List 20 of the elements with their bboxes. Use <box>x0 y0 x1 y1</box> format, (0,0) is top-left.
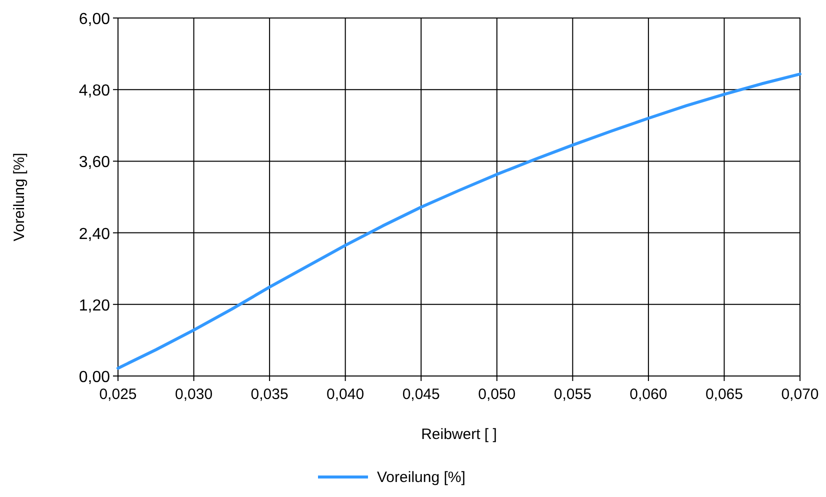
y-tick-label: 4,80 <box>78 82 110 100</box>
y-tick-label: 2,40 <box>78 226 110 243</box>
x-tick-label: 0,070 <box>781 386 819 403</box>
y-tick-label: 1,20 <box>78 297 110 314</box>
y-tick-label: 0,00 <box>78 369 110 386</box>
x-tick-label: 0,035 <box>250 386 288 403</box>
x-axis-title: Reibwert [ ] <box>421 426 497 443</box>
x-tick-label: 0,030 <box>175 386 213 403</box>
x-tick-label: 0,025 <box>99 386 137 403</box>
legend-label: Voreilung [%] <box>377 469 466 486</box>
x-tick-label: 0,050 <box>478 386 516 403</box>
x-tick-label: 0,065 <box>705 386 743 403</box>
y-tick-label: 3,60 <box>78 154 110 172</box>
y-tick-label: 6,00 <box>78 11 110 28</box>
x-tick-label: 0,045 <box>402 386 440 403</box>
line-series <box>116 72 802 370</box>
x-tick-label: 0,060 <box>630 386 668 403</box>
y-axis-title: Voreilung [%] <box>11 152 28 242</box>
x-tick-label: 0,055 <box>554 386 592 403</box>
x-tick-label: 0,040 <box>326 386 364 403</box>
